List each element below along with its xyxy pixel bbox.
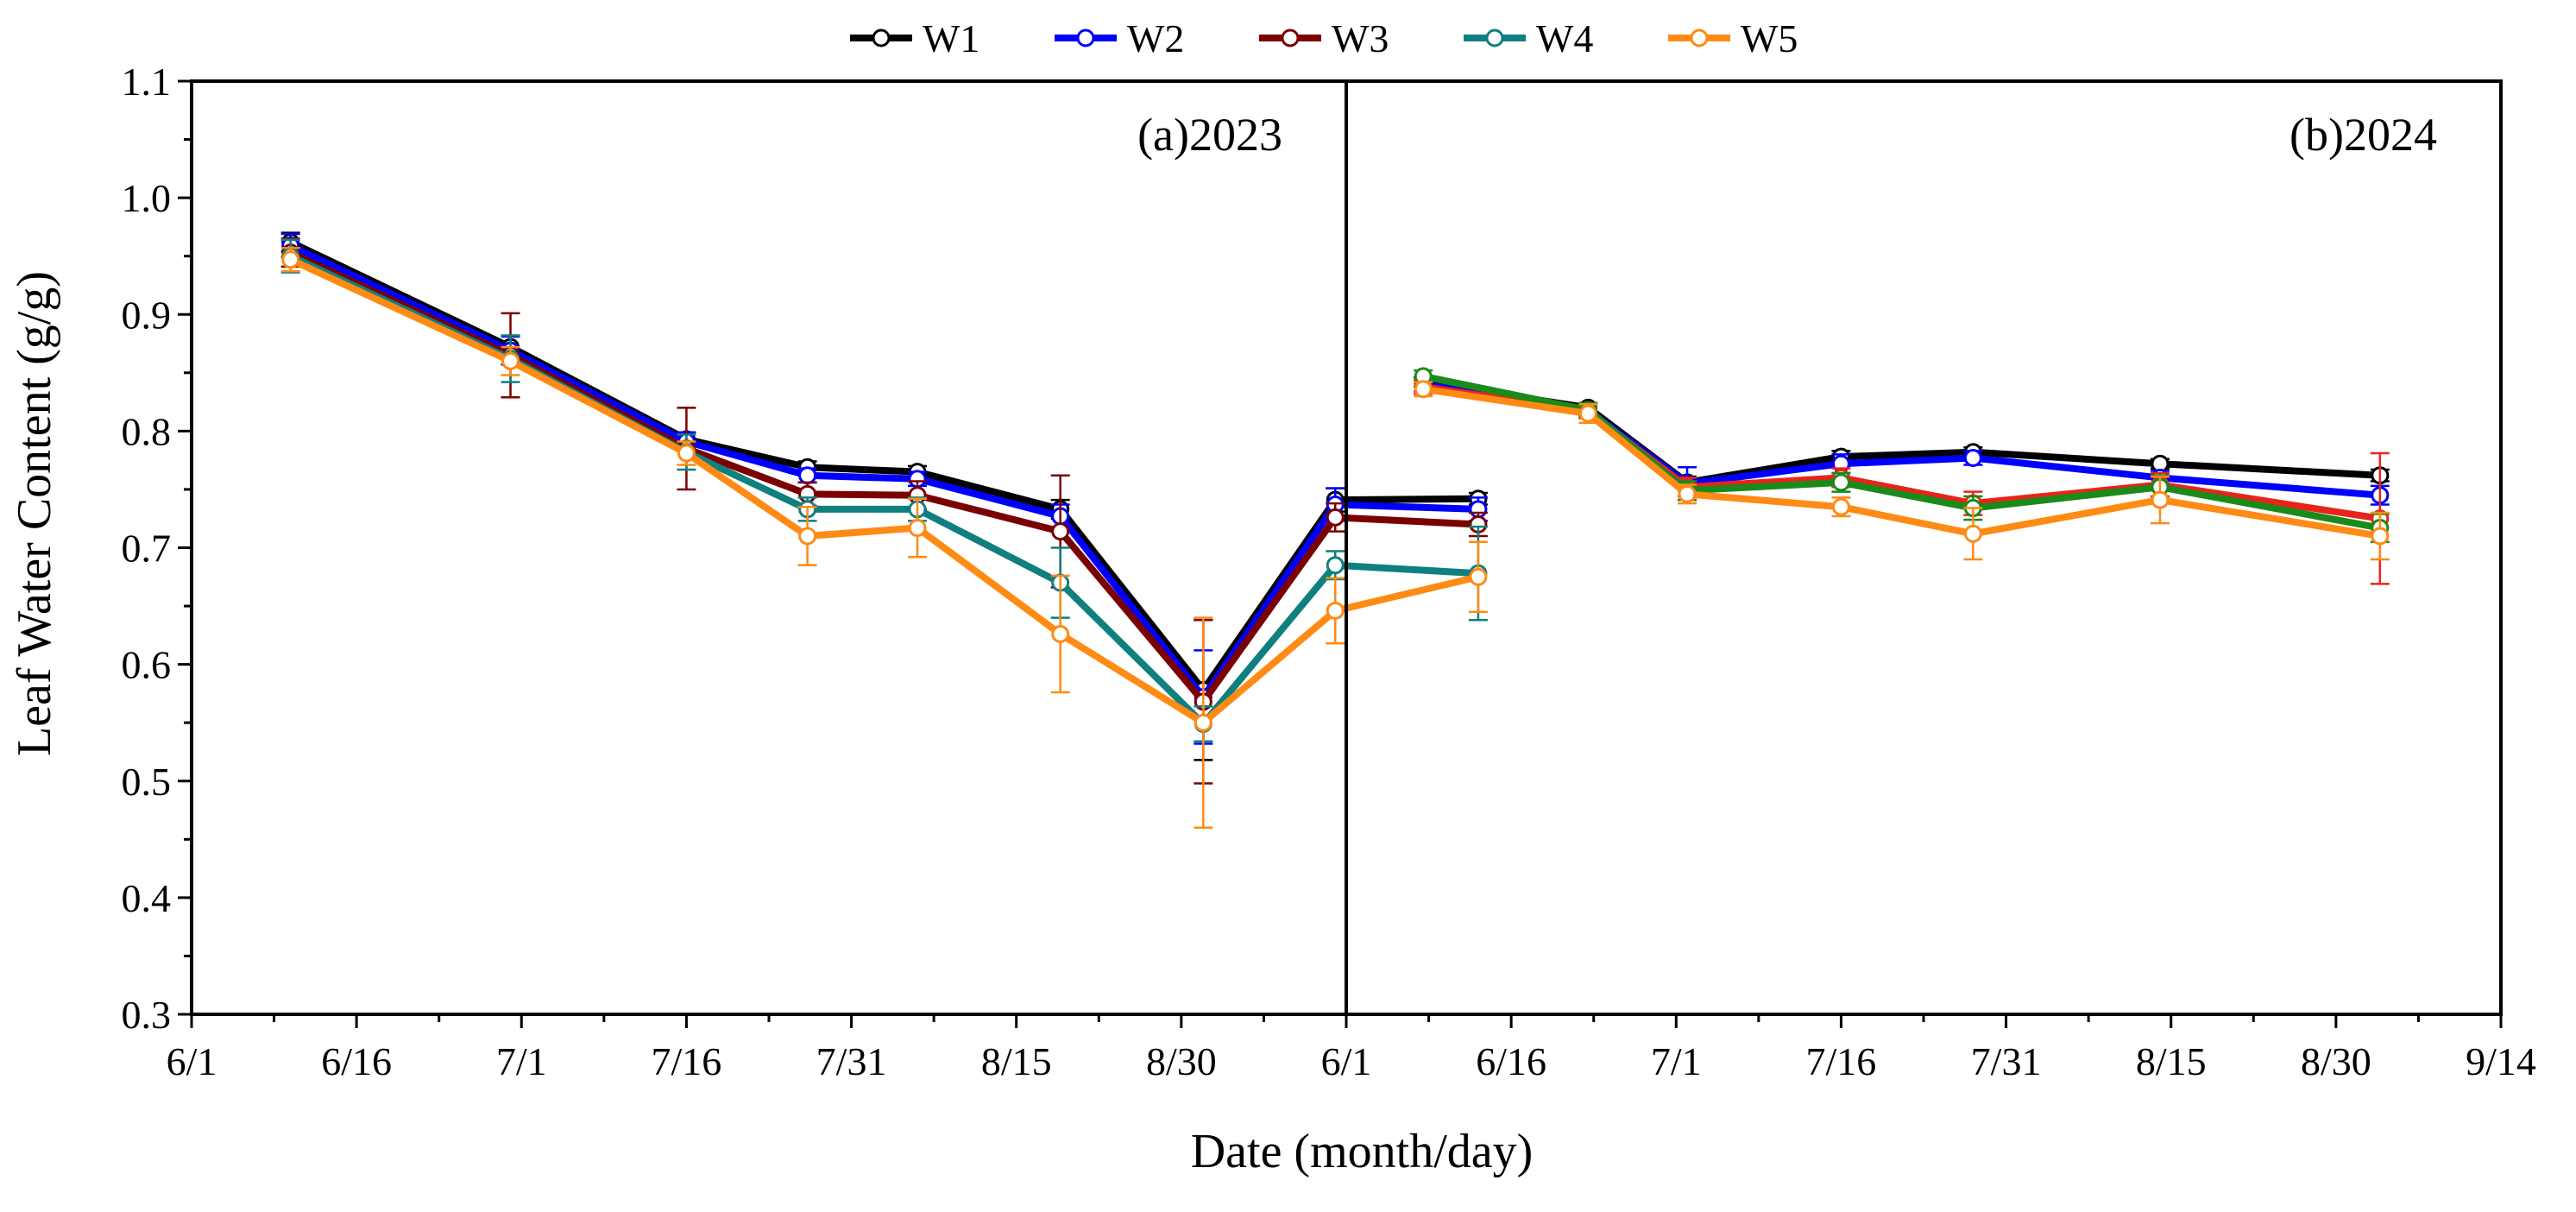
series-w2 bbox=[1414, 375, 2390, 506]
series-w2 bbox=[280, 232, 1488, 745]
y-tick-label: 0.6 bbox=[122, 643, 172, 687]
data-point bbox=[798, 466, 817, 485]
data-point bbox=[501, 351, 520, 370]
y-tick-label: 0.4 bbox=[122, 876, 172, 920]
y-tick-label: 0.9 bbox=[122, 293, 172, 337]
x-tick-label: 7/31 bbox=[1971, 1039, 2042, 1083]
x-tick-label: 9/14 bbox=[2466, 1039, 2536, 1083]
y-tick-label: 0.3 bbox=[122, 993, 172, 1037]
series-w1 bbox=[1414, 373, 2390, 492]
plot-area: 0.3 0.4 0.5 0.6 0.7 0.8 0.9 1.0 1.1 6/1 6/16 7/1 7/1… bbox=[122, 60, 2536, 1083]
legend-marker bbox=[1690, 28, 1709, 47]
series-w5 bbox=[1414, 380, 2390, 561]
x-tick-label: 8/30 bbox=[1146, 1039, 1217, 1083]
legend-label: W1 bbox=[923, 16, 979, 60]
data-point bbox=[677, 444, 696, 463]
x-tick-label: 6/16 bbox=[321, 1039, 392, 1083]
legend-marker bbox=[872, 28, 891, 47]
y-tick-label: 0.8 bbox=[122, 409, 172, 453]
y-axis-title: Leaf Water Content (g/g) bbox=[8, 271, 61, 756]
series-w5 bbox=[280, 246, 1488, 830]
legend-label: W4 bbox=[1536, 16, 1593, 60]
panel-frame bbox=[1345, 79, 2503, 1016]
data-point bbox=[908, 519, 927, 538]
panel-label: (a)2023 bbox=[1137, 109, 1282, 161]
x-tick-label: 7/1 bbox=[1651, 1039, 1702, 1083]
data-point bbox=[1051, 522, 1070, 541]
data-point bbox=[1831, 473, 1850, 492]
series-line bbox=[1420, 378, 2384, 486]
data-point bbox=[1051, 624, 1070, 643]
legend-label: W3 bbox=[1332, 16, 1389, 60]
legend-item-w1: W1 bbox=[850, 16, 979, 60]
x-axis-title: Date (month/day) bbox=[1191, 1125, 1534, 1178]
data-point bbox=[1326, 508, 1345, 527]
data-point bbox=[1326, 556, 1345, 575]
legend: W1 W2 W3 W4 W5 bbox=[850, 16, 1798, 60]
data-point bbox=[1414, 380, 1433, 399]
data-point bbox=[798, 527, 817, 546]
legend-marker bbox=[1281, 28, 1300, 47]
x-tick-label: 7/16 bbox=[652, 1039, 722, 1083]
data-point bbox=[2151, 490, 2170, 509]
x-tick-label: 6/1 bbox=[1321, 1039, 1372, 1083]
x-tick-label: 6/1 bbox=[167, 1039, 217, 1083]
x-tick-label: 7/31 bbox=[816, 1039, 887, 1083]
legend-label: W2 bbox=[1127, 16, 1184, 60]
x-tick-label: 8/15 bbox=[2136, 1039, 2207, 1083]
data-point bbox=[281, 250, 300, 269]
series-w4 bbox=[280, 238, 1488, 743]
legend-label: W5 bbox=[1741, 16, 1798, 60]
y-tick-label: 1.1 bbox=[122, 60, 172, 104]
legend-marker bbox=[1485, 28, 1504, 47]
legend-item-w3: W3 bbox=[1259, 16, 1389, 60]
series-line bbox=[287, 238, 1482, 694]
x-tick-label: 8/30 bbox=[2301, 1039, 2371, 1083]
data-point bbox=[1678, 484, 1697, 503]
x-tick-label: 7/16 bbox=[1806, 1039, 1877, 1083]
data-point bbox=[1963, 448, 1982, 467]
panel-frame bbox=[190, 79, 1348, 1016]
panel-label: (b)2024 bbox=[2289, 109, 2437, 161]
data-point bbox=[1194, 713, 1212, 732]
x-tick-label: 7/1 bbox=[496, 1039, 547, 1083]
panel-1: 0.3 0.4 0.5 0.6 0.7 0.8 0.9 1.0 1.1 6/1 6/16 7/1 7/1… bbox=[122, 60, 1488, 1083]
y-tick-label: 1.0 bbox=[122, 176, 172, 220]
x-tick-label: 8/15 bbox=[981, 1039, 1052, 1083]
data-point bbox=[1831, 497, 1850, 516]
legend-marker bbox=[1076, 28, 1095, 47]
legend-item-w2: W2 bbox=[1055, 16, 1184, 60]
data-point bbox=[1469, 567, 1488, 586]
x-tick-label: 6/16 bbox=[1476, 1039, 1546, 1083]
y-tick-label: 0.5 bbox=[122, 760, 172, 804]
data-point bbox=[1326, 601, 1345, 620]
legend-item-w4: W4 bbox=[1464, 16, 1593, 60]
legend-item-w5: W5 bbox=[1668, 16, 1798, 60]
y-tick-label: 0.7 bbox=[122, 527, 172, 571]
data-point bbox=[2371, 527, 2390, 546]
data-point bbox=[1578, 404, 1597, 423]
data-point bbox=[1963, 524, 1982, 543]
panel-2: 6/1 6/16 7/1 7/16 7/31 8/15 8/30 9/14 (b)2024 bbox=[1321, 79, 2536, 1083]
